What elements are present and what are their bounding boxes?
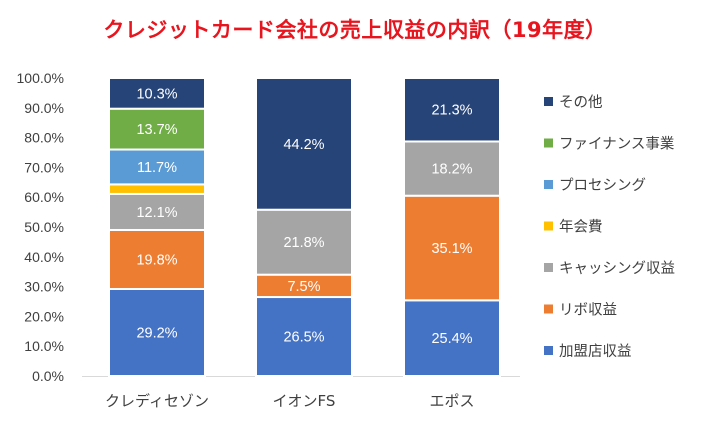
data-label: 26.5%: [283, 330, 324, 346]
data-label: 44.2%: [283, 137, 324, 153]
data-label: 35.1%: [431, 241, 472, 257]
legend-swatch: [544, 180, 553, 189]
y-tick-label: 30.0%: [24, 279, 64, 295]
bar-segment: [108, 287, 206, 378]
data-label: 12.1%: [136, 205, 177, 221]
y-tick-label: 90.0%: [24, 100, 64, 116]
y-tick-label: 60.0%: [24, 189, 64, 205]
data-label: 18.2%: [431, 162, 472, 178]
x-category-label: エポス: [429, 392, 474, 410]
legend-label: キャッシング収益: [559, 260, 675, 277]
data-label: 13.7%: [136, 122, 177, 138]
data-label: 11.7%: [137, 160, 177, 176]
y-tick-label: 0.0%: [32, 368, 64, 384]
legend-label: プロセシング: [559, 177, 646, 194]
bar-segment: [403, 299, 501, 378]
y-tick-label: 10.0%: [24, 338, 64, 354]
legend-swatch: [544, 221, 553, 231]
y-tick-label: 70.0%: [24, 159, 64, 175]
y-tick-label: 50.0%: [24, 219, 64, 235]
bar-segment: [403, 140, 501, 197]
data-label: 10.3%: [136, 86, 177, 102]
legend-label: ファイナンス事業: [559, 136, 674, 153]
bar-segment: [255, 296, 353, 377]
y-tick-label: 40.0%: [24, 249, 64, 265]
bar-segment: [108, 183, 206, 195]
bar-segment: [255, 208, 353, 276]
legend-swatch: [544, 97, 553, 106]
legend-swatch: [544, 346, 553, 355]
data-label: 21.3%: [431, 103, 472, 119]
y-tick-label: 20.0%: [24, 308, 64, 324]
bar-segment: [108, 228, 206, 290]
bar-segment: [403, 194, 501, 302]
data-label: 25.4%: [431, 331, 472, 347]
legend-swatch: [544, 138, 553, 148]
y-tick-label: 100.0%: [17, 70, 64, 86]
bar-segment: [255, 77, 353, 211]
x-category-label: クレディセゾン: [105, 392, 209, 410]
x-category-label: イオンFS: [273, 392, 336, 410]
data-label: 7.5%: [287, 279, 320, 295]
data-label: 21.8%: [283, 235, 324, 251]
bar-segment: [108, 107, 206, 151]
bar-segment: [108, 148, 206, 186]
legend-label: その他: [559, 94, 603, 111]
legend-swatch: [544, 304, 553, 314]
legend-label: 加盟店収益: [559, 343, 632, 360]
chart-title: クレジットカード会社の売上収益の内訳（19年度）: [103, 18, 607, 42]
legend-label: リボ収益: [559, 302, 617, 319]
bar-segment: [108, 77, 206, 110]
data-label: 19.8%: [136, 252, 177, 268]
y-tick-label: 80.0%: [24, 130, 64, 146]
bar-segment: [403, 77, 501, 143]
data-label: 29.2%: [136, 325, 177, 341]
legend-swatch: [544, 263, 553, 272]
legend-label: 年会費: [559, 219, 603, 236]
